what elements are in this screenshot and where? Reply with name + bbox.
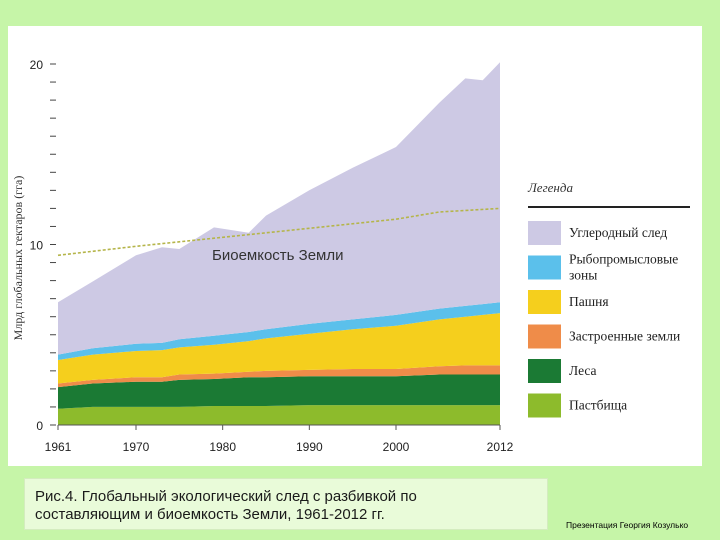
legend-swatch — [528, 255, 561, 280]
area-series-2 — [58, 365, 500, 388]
y-tick-label: 0 — [36, 419, 43, 433]
area-series-3 — [58, 313, 500, 384]
legend-swatch — [528, 359, 561, 383]
legend-swatch — [528, 221, 561, 245]
y-axis-label: Млрд глобальных гектаров (гга) — [11, 176, 25, 341]
legend-label: Пастбища — [569, 398, 627, 413]
x-tick-label: 1970 — [123, 440, 150, 454]
x-tick-label: 1980 — [209, 440, 236, 454]
presentation-credit: Презентация Георгия Козулько — [566, 520, 689, 530]
legend-label: Углеродный след — [569, 225, 667, 240]
area-series-5 — [58, 62, 500, 355]
x-tick-label: 2000 — [383, 440, 410, 454]
legend-title: Легенда — [527, 180, 573, 195]
legend-label: зоны — [569, 268, 597, 283]
caption-line-1: Рис.4. Глобальный экологический след с р… — [35, 488, 417, 505]
x-tick-label: 1961 — [45, 440, 72, 454]
legend-label: Застроенные земли — [569, 329, 680, 344]
biocapacity-line — [57, 207, 501, 257]
y-tick-label: 20 — [30, 58, 44, 72]
legend-swatch — [528, 290, 561, 314]
chart-panel: 0 10 20 1961 1970 1980 1990 2000 2012 Млрд глоба… — [8, 26, 702, 466]
biocapacity-label: Биоемкость Земли — [212, 247, 344, 264]
area-series-0 — [58, 405, 500, 425]
x-tick-label: 1990 — [296, 440, 323, 454]
figure-caption: Рис.4. Глобальный экологический след с р… — [24, 478, 548, 530]
area-series-4 — [58, 302, 500, 360]
caption-line-2: составляющим и биоемкость Земли, 1961-20… — [35, 506, 385, 523]
x-tick-label: 2012 — [487, 440, 514, 454]
y-tick-label: 10 — [30, 239, 44, 253]
footprint-chart: 0 10 20 1961 1970 1980 1990 2000 2012 Млрд глоба… — [11, 58, 690, 454]
area-series-1 — [58, 374, 500, 409]
legend-label: Пашня — [569, 294, 609, 309]
legend-label: Рыбопромысловые — [569, 252, 678, 267]
legend-swatch — [528, 324, 561, 349]
legend-swatch — [528, 393, 561, 418]
legend-label: Леса — [569, 363, 597, 378]
